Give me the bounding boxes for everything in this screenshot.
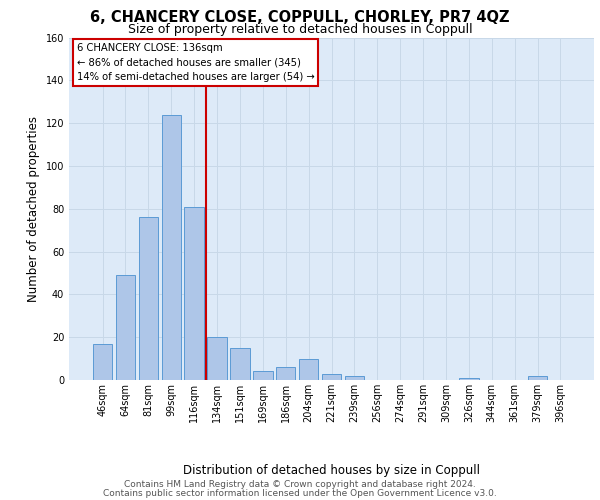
Bar <box>116 275 135 380</box>
Bar <box>208 337 227 380</box>
Text: Size of property relative to detached houses in Coppull: Size of property relative to detached ho… <box>128 22 472 36</box>
Bar <box>528 376 547 380</box>
Text: Contains public sector information licensed under the Open Government Licence v3: Contains public sector information licen… <box>103 488 497 498</box>
Bar <box>139 218 158 380</box>
X-axis label: Distribution of detached houses by size in Coppull: Distribution of detached houses by size … <box>183 464 480 477</box>
Text: 6 CHANCERY CLOSE: 136sqm
← 86% of detached houses are smaller (345)
14% of semi-: 6 CHANCERY CLOSE: 136sqm ← 86% of detach… <box>77 42 314 82</box>
Y-axis label: Number of detached properties: Number of detached properties <box>27 116 40 302</box>
Bar <box>276 367 295 380</box>
Bar <box>322 374 341 380</box>
Text: 6, CHANCERY CLOSE, COPPULL, CHORLEY, PR7 4QZ: 6, CHANCERY CLOSE, COPPULL, CHORLEY, PR7… <box>90 10 510 25</box>
Bar <box>253 372 272 380</box>
Bar <box>184 206 204 380</box>
Bar <box>93 344 112 380</box>
Bar <box>299 358 319 380</box>
Bar <box>161 114 181 380</box>
Bar <box>230 348 250 380</box>
Bar <box>459 378 479 380</box>
Text: Contains HM Land Registry data © Crown copyright and database right 2024.: Contains HM Land Registry data © Crown c… <box>124 480 476 489</box>
Bar <box>344 376 364 380</box>
